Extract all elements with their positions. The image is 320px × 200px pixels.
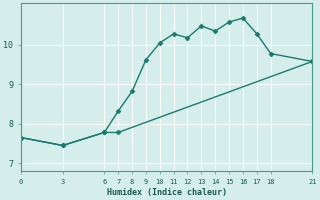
X-axis label: Humidex (Indice chaleur): Humidex (Indice chaleur) [107, 188, 227, 197]
